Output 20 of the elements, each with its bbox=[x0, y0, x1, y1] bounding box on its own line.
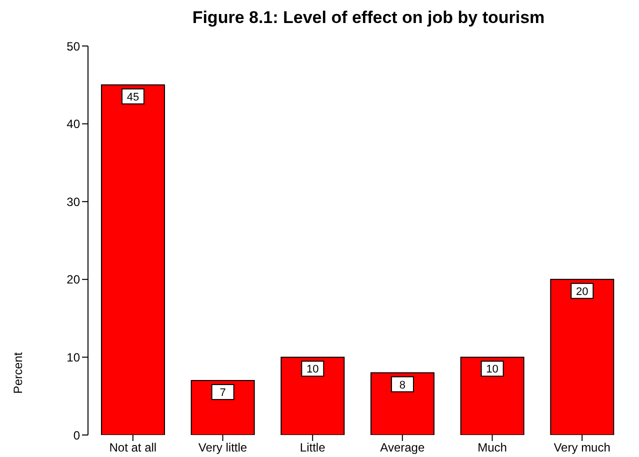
y-tick-label: 40 bbox=[66, 117, 80, 132]
y-tick-label: 10 bbox=[66, 350, 80, 364]
data-label: 45 bbox=[126, 91, 140, 104]
y-tick-label: 50 bbox=[66, 39, 80, 54]
y-tick-label: 0 bbox=[73, 428, 80, 442]
data-label: 10 bbox=[306, 364, 319, 376]
data-label: 7 bbox=[220, 387, 226, 400]
chart-title: Figure 8.1: Level of effect on job by tourism bbox=[191, 8, 546, 28]
y-axis-title: Percent bbox=[11, 351, 25, 396]
data-label: 10 bbox=[486, 364, 498, 376]
x-tick-label: Average bbox=[380, 440, 425, 455]
y-tick-label: 30 bbox=[66, 194, 80, 209]
x-tick-label: Very much bbox=[554, 440, 610, 455]
x-tick-label: Very little bbox=[198, 440, 248, 455]
y-tick-label: 20 bbox=[66, 272, 80, 287]
x-tick-label: Not at all bbox=[109, 440, 157, 455]
data-label: 8 bbox=[399, 379, 406, 392]
data-label: 20 bbox=[576, 286, 588, 298]
x-tick-label: Little bbox=[300, 440, 326, 455]
x-tick-label: Much bbox=[478, 440, 507, 455]
